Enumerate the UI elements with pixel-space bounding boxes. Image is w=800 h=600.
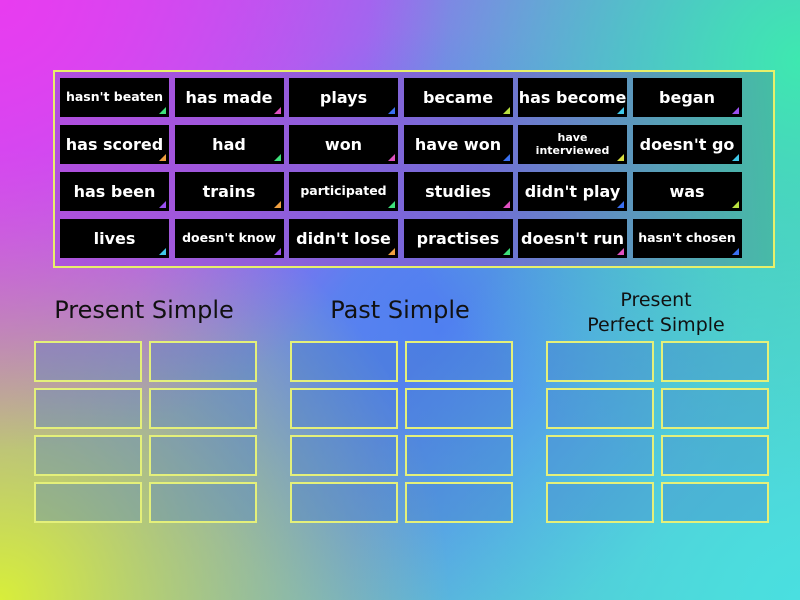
word-tile-label: has been <box>73 181 156 201</box>
corner-triangle-icon <box>388 201 395 208</box>
drop-zone[interactable] <box>290 341 398 382</box>
word-tile-label: has scored <box>65 134 164 154</box>
group-heading-present-simple: Present Simple <box>54 296 234 324</box>
drop-zone[interactable] <box>34 341 142 382</box>
corner-triangle-icon <box>502 248 510 255</box>
word-tile-label: has made <box>185 87 273 107</box>
drop-zone[interactable] <box>34 482 142 523</box>
word-tile[interactable]: doesn't go <box>632 125 742 164</box>
drop-zone[interactable] <box>290 388 398 429</box>
word-tile[interactable]: have won <box>403 125 513 164</box>
drop-zone[interactable] <box>405 388 513 429</box>
word-tile-label: hasn't beaten <box>65 89 164 105</box>
corner-triangle-icon <box>159 248 166 255</box>
word-tile-label: plays <box>319 87 368 107</box>
word-tile-label: have interviewed <box>535 131 610 157</box>
drop-zone[interactable] <box>34 388 142 429</box>
corner-triangle-icon <box>273 248 281 255</box>
drop-zone[interactable] <box>661 482 769 523</box>
word-tile[interactable]: had <box>174 125 284 164</box>
corner-triangle-icon <box>388 248 395 255</box>
word-tile-label: doesn't run <box>521 228 624 248</box>
corner-triangle-icon <box>388 107 395 114</box>
word-tile[interactable]: has scored <box>60 125 169 164</box>
word-tile-label: won <box>324 134 363 154</box>
word-tile[interactable]: didn't play <box>518 172 627 211</box>
corner-triangle-icon <box>617 201 624 208</box>
word-tile-label: lives <box>93 228 136 248</box>
word-tile-label: practises <box>416 228 500 248</box>
drop-zone[interactable] <box>149 388 257 429</box>
word-tile-label: doesn't go <box>639 134 735 154</box>
word-tile[interactable]: has been <box>60 172 169 211</box>
drop-zone[interactable] <box>149 435 257 476</box>
corner-triangle-icon <box>159 107 166 114</box>
word-tile[interactable]: doesn't know <box>174 219 284 258</box>
word-tile[interactable]: have interviewed <box>518 125 627 164</box>
corner-triangle-icon <box>502 107 510 114</box>
drop-zone[interactable] <box>661 341 769 382</box>
word-tile[interactable]: practises <box>403 219 513 258</box>
corner-triangle-icon <box>273 201 281 208</box>
drop-zone[interactable] <box>34 435 142 476</box>
word-tile-label: was <box>669 181 705 201</box>
group-heading-present-perfect-simple: Present Perfect Simple <box>587 289 725 336</box>
word-tile[interactable]: participated <box>289 172 398 211</box>
drop-zone[interactable] <box>546 341 654 382</box>
corner-triangle-icon <box>159 154 166 161</box>
word-tile[interactable]: began <box>632 78 742 117</box>
word-tile-label: doesn't know <box>182 230 276 246</box>
drop-zone[interactable] <box>405 435 513 476</box>
word-tile[interactable]: won <box>289 125 398 164</box>
corner-triangle-icon <box>731 154 739 161</box>
corner-triangle-icon <box>502 201 510 208</box>
word-tile[interactable]: became <box>403 78 513 117</box>
word-tile-label: didn't play <box>524 181 621 201</box>
corner-triangle-icon <box>617 107 624 114</box>
word-tile-label: had <box>212 134 246 154</box>
word-tile-label: became <box>422 87 494 107</box>
drop-zone[interactable] <box>661 435 769 476</box>
corner-triangle-icon <box>731 107 739 114</box>
corner-triangle-icon <box>731 248 739 255</box>
corner-triangle-icon <box>388 154 395 161</box>
word-tile-label: have won <box>414 134 502 154</box>
word-tile-label: participated <box>300 183 387 199</box>
corner-triangle-icon <box>617 154 624 161</box>
word-tile[interactable]: was <box>632 172 742 211</box>
drop-zone[interactable] <box>290 435 398 476</box>
word-tile[interactable]: has become <box>518 78 627 117</box>
corner-triangle-icon <box>502 154 510 161</box>
drop-zone[interactable] <box>661 388 769 429</box>
word-tile-label: studies <box>425 181 491 201</box>
word-tile[interactable]: has made <box>174 78 284 117</box>
corner-triangle-icon <box>273 107 281 114</box>
drop-zone[interactable] <box>405 482 513 523</box>
drop-zone[interactable] <box>546 435 654 476</box>
drop-zone[interactable] <box>290 482 398 523</box>
drop-zone[interactable] <box>546 388 654 429</box>
drop-zone[interactable] <box>149 341 257 382</box>
corner-triangle-icon <box>159 201 166 208</box>
word-tile[interactable]: didn't lose <box>289 219 398 258</box>
corner-triangle-icon <box>617 248 624 255</box>
word-tile-label: began <box>659 87 715 107</box>
word-tile[interactable]: doesn't run <box>518 219 627 258</box>
drop-zone[interactable] <box>546 482 654 523</box>
group-heading-past-simple: Past Simple <box>330 296 470 324</box>
word-tile[interactable]: studies <box>403 172 513 211</box>
word-tile-label: has become <box>518 87 627 107</box>
word-tile[interactable]: hasn't beaten <box>60 78 169 117</box>
word-tile-label: trains <box>202 181 256 201</box>
word-tile-label: hasn't chosen <box>638 230 736 246</box>
drop-zone[interactable] <box>149 482 257 523</box>
word-tile[interactable]: plays <box>289 78 398 117</box>
corner-triangle-icon <box>273 154 281 161</box>
word-tile[interactable]: trains <box>174 172 284 211</box>
word-tile-label: didn't lose <box>296 228 391 248</box>
corner-triangle-icon <box>731 201 739 208</box>
word-tile[interactable]: lives <box>60 219 169 258</box>
word-tile[interactable]: hasn't chosen <box>632 219 742 258</box>
drop-zone[interactable] <box>405 341 513 382</box>
